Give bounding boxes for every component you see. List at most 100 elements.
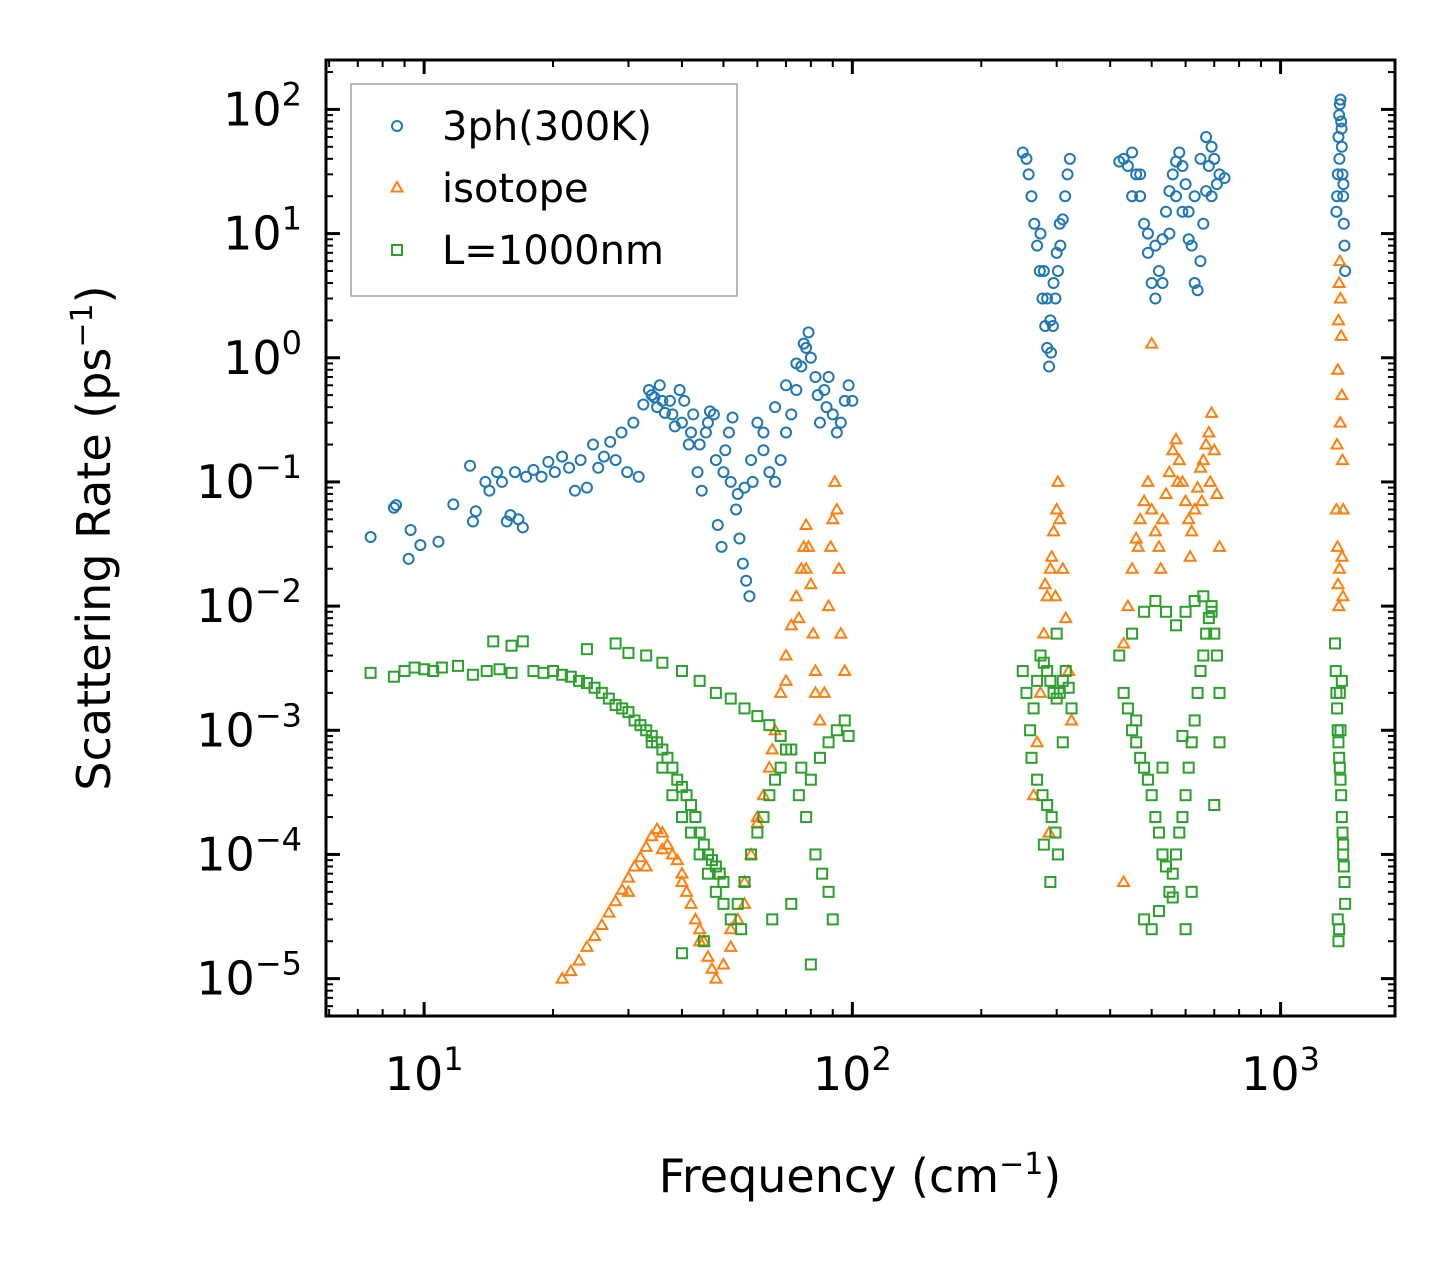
data-point bbox=[1218, 172, 1231, 185]
data-point bbox=[763, 466, 776, 479]
data-point bbox=[1044, 674, 1057, 687]
data-point bbox=[1041, 292, 1054, 305]
data-point bbox=[816, 867, 829, 880]
data-point bbox=[1178, 493, 1193, 507]
data-point bbox=[1334, 387, 1350, 401]
data-point bbox=[785, 408, 798, 421]
data-point bbox=[1200, 130, 1213, 143]
data-point bbox=[1130, 168, 1143, 181]
data-point bbox=[778, 673, 794, 686]
data-point bbox=[1138, 605, 1151, 618]
data-point bbox=[1198, 437, 1214, 450]
data-point bbox=[1037, 838, 1050, 851]
x-tick-label: 101 bbox=[385, 1040, 464, 1101]
data-point bbox=[1138, 913, 1151, 926]
data-point bbox=[609, 698, 622, 711]
data-point bbox=[1202, 474, 1218, 487]
data-point bbox=[765, 742, 780, 755]
data-point bbox=[638, 839, 654, 852]
data-point bbox=[683, 896, 699, 909]
data-point bbox=[604, 435, 617, 448]
data-point bbox=[1050, 627, 1063, 640]
data-point bbox=[846, 394, 859, 407]
data-point bbox=[822, 370, 835, 383]
data-point bbox=[597, 450, 610, 463]
data-point bbox=[609, 454, 622, 467]
data-point bbox=[516, 521, 529, 534]
data-point bbox=[769, 773, 782, 786]
data-point bbox=[1144, 336, 1159, 349]
data-point bbox=[1179, 605, 1192, 618]
data-point bbox=[601, 905, 617, 918]
major-ticks bbox=[326, 60, 1395, 1016]
data-point bbox=[1016, 665, 1029, 678]
data-point bbox=[1027, 702, 1040, 715]
data-point bbox=[1335, 115, 1348, 128]
data-point bbox=[548, 466, 561, 479]
data-point bbox=[675, 665, 688, 678]
data-point bbox=[527, 463, 540, 476]
data-point bbox=[1331, 168, 1344, 181]
y-tick-label: 100 bbox=[223, 324, 302, 385]
data-point bbox=[1020, 686, 1033, 699]
data-point bbox=[390, 499, 403, 512]
data-point bbox=[1213, 736, 1226, 749]
data-point bbox=[535, 470, 548, 483]
data-point bbox=[1145, 923, 1158, 936]
data-point bbox=[483, 484, 496, 497]
data-point bbox=[563, 963, 578, 977]
data-point bbox=[1331, 598, 1347, 612]
data-point bbox=[829, 501, 845, 515]
data-point bbox=[1048, 588, 1063, 602]
data-point bbox=[1025, 751, 1038, 764]
data-point bbox=[1176, 811, 1189, 824]
data-point bbox=[774, 454, 787, 467]
data-point bbox=[795, 761, 808, 774]
y-tick-label: 101 bbox=[223, 200, 302, 261]
data-point bbox=[738, 481, 751, 494]
data-point bbox=[823, 539, 838, 552]
data-point bbox=[1197, 590, 1210, 603]
data-point bbox=[750, 809, 765, 823]
data-point bbox=[505, 666, 518, 679]
data-point bbox=[614, 882, 630, 895]
data-point bbox=[1061, 168, 1074, 181]
data-point bbox=[542, 455, 555, 468]
data-point bbox=[738, 875, 751, 888]
data-point bbox=[1053, 217, 1066, 230]
data-point bbox=[1329, 665, 1342, 678]
data-point bbox=[1159, 205, 1172, 218]
data-point bbox=[1055, 561, 1071, 574]
data-point bbox=[516, 635, 529, 648]
data-point bbox=[1166, 168, 1179, 181]
data-point bbox=[792, 789, 805, 802]
data-point bbox=[1197, 217, 1210, 230]
legend-label-isotope: isotope bbox=[442, 166, 589, 212]
data-point bbox=[666, 408, 679, 421]
data-point bbox=[1329, 437, 1345, 450]
data-point bbox=[1333, 923, 1346, 936]
data-point bbox=[675, 947, 688, 960]
data-point bbox=[1204, 405, 1219, 418]
data-point bbox=[724, 475, 737, 488]
y-tick-label: 10−5 bbox=[196, 945, 302, 1006]
data-point bbox=[1337, 860, 1350, 873]
data-point bbox=[1116, 635, 1131, 649]
data-point bbox=[435, 661, 448, 674]
data-point bbox=[812, 712, 828, 726]
data-point bbox=[1329, 501, 1344, 515]
data-point bbox=[621, 870, 636, 883]
data-point bbox=[1337, 178, 1350, 191]
data-point bbox=[1130, 736, 1143, 749]
data-point bbox=[802, 326, 815, 339]
data-point bbox=[1201, 425, 1217, 438]
data-point bbox=[579, 939, 595, 952]
data-point bbox=[1179, 923, 1192, 936]
data-point bbox=[645, 389, 658, 402]
data-point bbox=[1182, 761, 1195, 774]
data-point bbox=[1333, 152, 1346, 165]
data-point bbox=[1031, 674, 1044, 687]
data-point bbox=[830, 426, 843, 439]
data-point bbox=[1063, 152, 1076, 165]
data-point bbox=[1033, 264, 1046, 277]
